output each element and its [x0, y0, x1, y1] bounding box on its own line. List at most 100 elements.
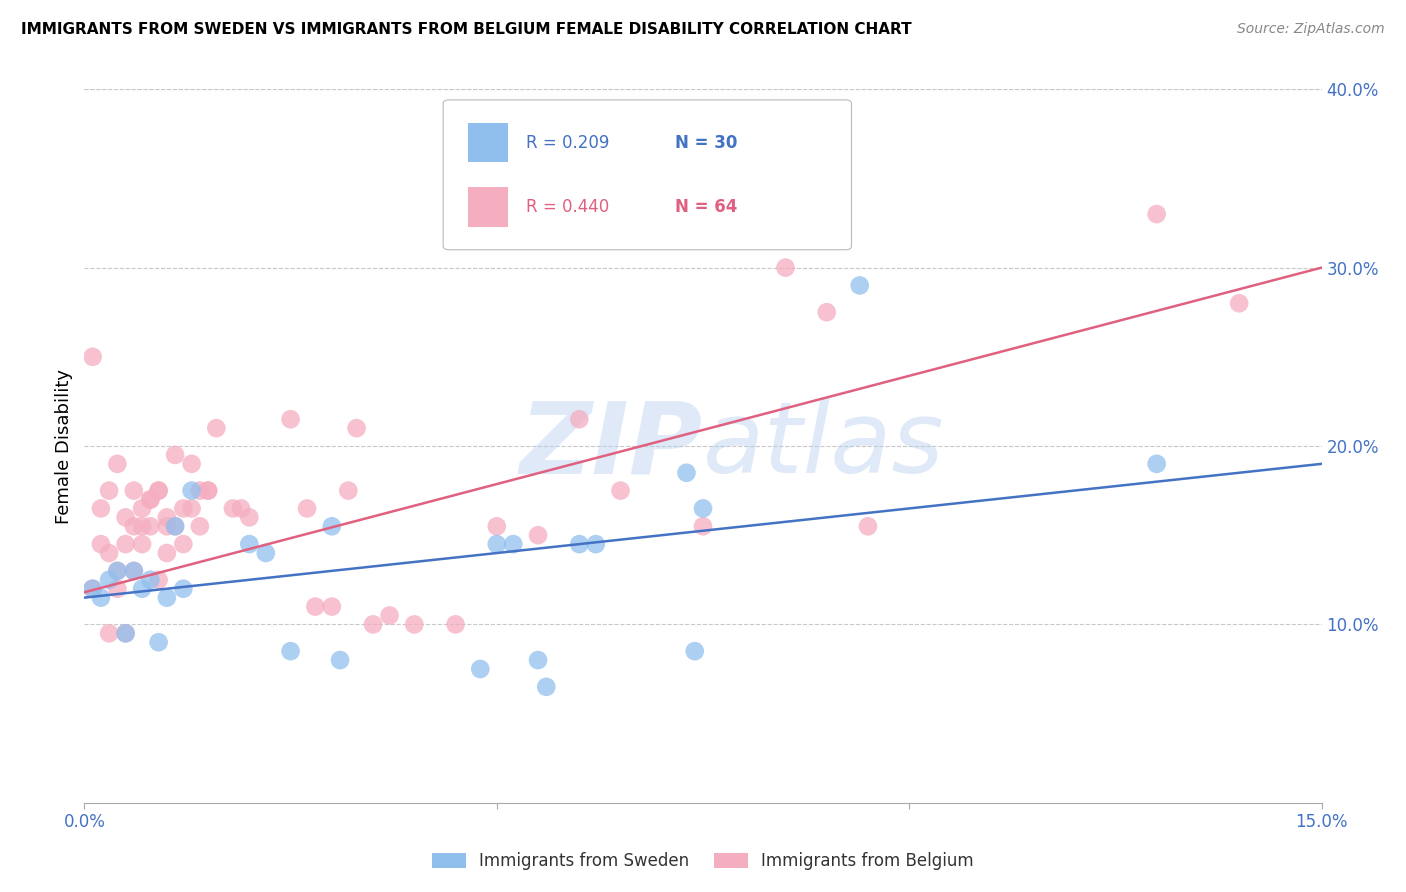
- Point: [321, 599, 343, 614]
- Point: [321, 519, 343, 533]
- Point: [165, 448, 187, 462]
- Point: [139, 573, 162, 587]
- Point: [609, 483, 631, 498]
- Point: [180, 457, 202, 471]
- Point: [148, 635, 170, 649]
- Point: [82, 582, 104, 596]
- Point: [172, 582, 194, 596]
- Text: R = 0.209: R = 0.209: [526, 134, 609, 152]
- Point: [156, 591, 179, 605]
- Point: [90, 591, 112, 605]
- Point: [90, 501, 112, 516]
- Point: [114, 537, 136, 551]
- Point: [165, 519, 187, 533]
- Point: [148, 573, 170, 587]
- Text: atlas: atlas: [703, 398, 945, 494]
- Text: IMMIGRANTS FROM SWEDEN VS IMMIGRANTS FROM BELGIUM FEMALE DISABILITY CORRELATION : IMMIGRANTS FROM SWEDEN VS IMMIGRANTS FRO…: [21, 22, 911, 37]
- Point: [856, 519, 879, 533]
- Point: [568, 537, 591, 551]
- Point: [98, 546, 121, 560]
- Text: R = 0.440: R = 0.440: [526, 198, 609, 216]
- Point: [527, 528, 550, 542]
- Point: [346, 421, 368, 435]
- Point: [470, 662, 492, 676]
- Text: ZIP: ZIP: [520, 398, 703, 494]
- Point: [585, 537, 607, 551]
- Point: [675, 466, 697, 480]
- Point: [131, 501, 153, 516]
- Point: [180, 483, 202, 498]
- Point: [329, 653, 352, 667]
- Point: [1227, 296, 1250, 310]
- Point: [122, 564, 145, 578]
- Point: [98, 483, 121, 498]
- Point: [131, 582, 153, 596]
- Point: [444, 617, 467, 632]
- Point: [254, 546, 277, 560]
- Point: [148, 483, 170, 498]
- Point: [280, 412, 302, 426]
- FancyBboxPatch shape: [443, 100, 852, 250]
- Legend: Immigrants from Sweden, Immigrants from Belgium: Immigrants from Sweden, Immigrants from …: [426, 846, 980, 877]
- Point: [775, 260, 797, 275]
- Point: [197, 483, 219, 498]
- Point: [165, 519, 187, 533]
- Point: [527, 653, 550, 667]
- Text: N = 30: N = 30: [675, 134, 737, 152]
- Point: [139, 519, 162, 533]
- Point: [131, 537, 153, 551]
- Text: N = 64: N = 64: [675, 198, 737, 216]
- Text: Source: ZipAtlas.com: Source: ZipAtlas.com: [1237, 22, 1385, 37]
- Point: [114, 510, 136, 524]
- Point: [485, 537, 508, 551]
- Point: [692, 501, 714, 516]
- Point: [502, 537, 524, 551]
- Point: [131, 519, 153, 533]
- Point: [122, 564, 145, 578]
- Point: [98, 626, 121, 640]
- Point: [105, 564, 128, 578]
- Point: [114, 626, 136, 640]
- Point: [238, 510, 260, 524]
- Point: [188, 483, 211, 498]
- Point: [122, 519, 145, 533]
- Point: [683, 644, 706, 658]
- Bar: [468, 187, 508, 227]
- Point: [222, 501, 245, 516]
- Point: [1146, 457, 1168, 471]
- Point: [485, 519, 508, 533]
- Point: [156, 510, 179, 524]
- Point: [361, 617, 384, 632]
- Point: [404, 617, 426, 632]
- Point: [848, 278, 870, 293]
- Point: [295, 501, 318, 516]
- Point: [188, 519, 211, 533]
- Point: [304, 599, 326, 614]
- Point: [205, 421, 228, 435]
- Point: [105, 564, 128, 578]
- Point: [197, 483, 219, 498]
- Point: [82, 350, 104, 364]
- Point: [139, 492, 162, 507]
- Point: [148, 483, 170, 498]
- Point: [105, 582, 128, 596]
- Y-axis label: Female Disability: Female Disability: [55, 368, 73, 524]
- Point: [122, 483, 145, 498]
- Point: [156, 546, 179, 560]
- Point: [98, 573, 121, 587]
- Point: [568, 412, 591, 426]
- Point: [156, 519, 179, 533]
- Point: [114, 626, 136, 640]
- Point: [280, 644, 302, 658]
- Point: [651, 171, 673, 186]
- Point: [139, 492, 162, 507]
- Point: [82, 582, 104, 596]
- Point: [180, 501, 202, 516]
- Point: [692, 519, 714, 533]
- Point: [229, 501, 252, 516]
- Point: [172, 501, 194, 516]
- Bar: [468, 123, 508, 162]
- Point: [733, 225, 755, 239]
- Point: [536, 680, 558, 694]
- Point: [815, 305, 838, 319]
